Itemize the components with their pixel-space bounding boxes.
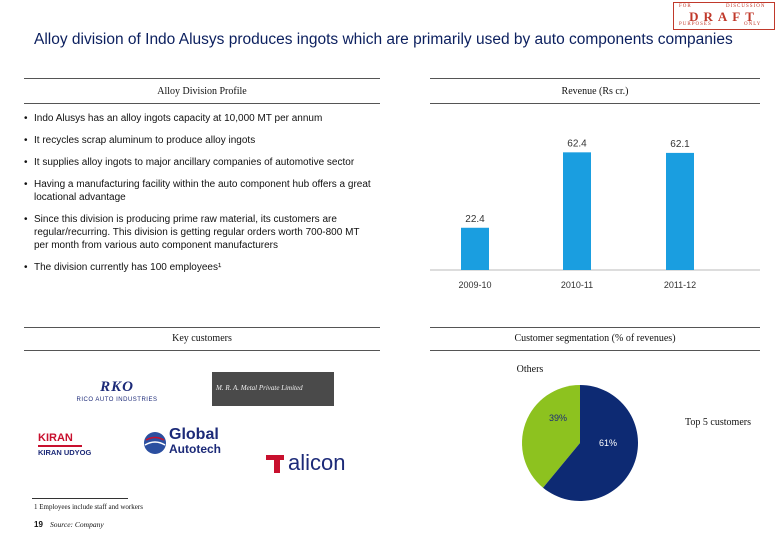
bullet-text: The division currently has 100 employees… xyxy=(34,262,222,273)
section-segmentation-heading: Customer segmentation (% of revenues) xyxy=(514,333,676,344)
rule-customers-bottom xyxy=(24,350,380,351)
rule-segmentation-bottom xyxy=(430,350,760,351)
draft-stamp: FOR DISCUSSION DRAFT PURPOSES ONLY xyxy=(673,2,775,30)
bar-value-label: 62.1 xyxy=(670,139,690,150)
pie-slice-top5 xyxy=(543,385,638,501)
alicon-logo-text: alicon xyxy=(288,450,346,475)
x-tick-label: 2010-11 xyxy=(561,280,593,290)
global-autotech-line1: Global xyxy=(169,426,219,443)
revenue-bar xyxy=(461,227,489,270)
kiran-udyog-logo: KIRAN KIRAN UDYOG xyxy=(38,432,98,460)
section-customers-heading: Key customers xyxy=(172,333,232,344)
kiran-logo-name: KIRAN UDYOG xyxy=(38,448,92,457)
section-revenue-heading: Revenue (Rs cr.) xyxy=(561,86,629,97)
pie-value-label-top5: 61% xyxy=(599,438,617,448)
pie-legend-label-others: Others xyxy=(517,364,544,375)
x-tick-label: 2011-12 xyxy=(664,280,696,290)
bullet-text: Having a manufacturing facility within t… xyxy=(34,179,371,203)
rico-logo-mark: RKO xyxy=(100,379,134,395)
kiran-logo-mark: KIRAN xyxy=(38,432,73,444)
rule-revenue-bottom xyxy=(430,103,760,104)
rule-profile-top xyxy=(24,78,380,79)
mra-metal-logo-text: M. R. A. Metal Private Limited xyxy=(216,384,303,392)
page-title: Alloy division of Indo Alusys produces i… xyxy=(34,31,733,48)
mra-metal-logo: M. R. A. Metal Private Limited xyxy=(212,372,334,406)
rico-logo-name: RICO AUTO INDUSTRIES xyxy=(76,397,158,403)
section-profile-heading: Alloy Division Profile xyxy=(157,86,247,97)
footnote: 1 Employees include staff and workers xyxy=(34,503,143,511)
bullet-text: Since this division is producing prime r… xyxy=(34,214,360,251)
rule-profile-bottom xyxy=(24,103,380,104)
source-note: Source: Company xyxy=(50,520,104,529)
revenue-bar-chart: 22.4 2009-10 62.4 2010-11 62.1 2011-12 xyxy=(430,138,760,290)
page-number: 19 xyxy=(34,520,43,529)
profile-bullet: • It supplies alloy ingots to major ancil… xyxy=(24,157,355,168)
revenue-bar xyxy=(563,152,591,270)
profile-bullet-list: • Indo Alusys has an alloy ingots capacit… xyxy=(24,112,376,283)
footnote-rule xyxy=(32,498,128,499)
bar-value-label: 62.4 xyxy=(567,138,587,149)
bar-value-label: 22.4 xyxy=(465,214,485,225)
profile-bullet: • It recycles scrap aluminum to produce a… xyxy=(24,135,256,146)
rule-segmentation-top xyxy=(430,327,760,328)
stamp-draft-word: DRAFT xyxy=(689,9,759,24)
alicon-mark-icon xyxy=(266,455,284,473)
rule-revenue-top xyxy=(430,78,760,79)
revenue-bar xyxy=(666,152,694,270)
globe-icon xyxy=(144,432,166,454)
stamp-discussion: DISCUSSION xyxy=(726,4,766,9)
bullet-text: It recycles scrap aluminum to produce al… xyxy=(34,135,256,146)
stamp-purposes: PURPOSES xyxy=(679,22,712,27)
customer-segmentation-pie-chart: 39% 61% Others Top 5 customers xyxy=(517,364,751,501)
pie-slice-others xyxy=(522,385,580,488)
pie-legend-label-top5: Top 5 customers xyxy=(685,417,751,428)
global-autotech-line2: Autotech xyxy=(169,442,221,456)
x-tick-label: 2009-10 xyxy=(458,280,491,290)
rule-customers-top xyxy=(24,327,380,328)
pie-value-label-others: 39% xyxy=(549,413,567,423)
bullet-text: It supplies alloy ingots to major ancill… xyxy=(34,157,355,168)
stamp-only: ONLY xyxy=(744,22,762,27)
global-autotech-logo: Global Autotech xyxy=(142,426,232,460)
profile-bullet: • The division currently has 100 employee… xyxy=(24,262,222,273)
profile-bullet: • Since this division is producing prime … xyxy=(24,214,360,251)
rico-logo: RKO RICO AUTO INDUSTRIES xyxy=(62,380,172,406)
bullet-text: Indo Alusys has an alloy ingots capacity… xyxy=(34,113,323,124)
alicon-logo: alicon xyxy=(266,450,366,478)
profile-bullet: • Having a manufacturing facility within … xyxy=(24,179,371,203)
kiran-logo-bar xyxy=(38,445,82,447)
stamp-for: FOR xyxy=(679,4,692,9)
profile-bullet: • Indo Alusys has an alloy ingots capacit… xyxy=(24,113,323,124)
